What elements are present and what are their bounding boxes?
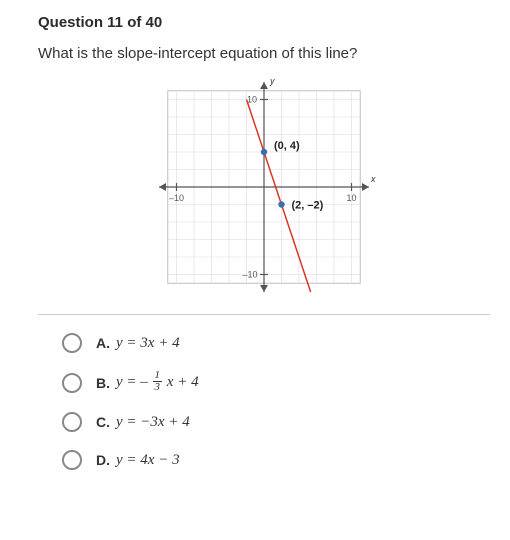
- option-equation: y = −3x + 4: [116, 414, 190, 431]
- radio-icon: [62, 450, 82, 470]
- option-b[interactable]: B. y = – 13 x + 4: [62, 371, 490, 394]
- svg-text:10: 10: [247, 95, 257, 105]
- option-equation: y = 4x − 3: [116, 452, 180, 469]
- option-c[interactable]: C. y = −3x + 4: [62, 412, 490, 432]
- question-prompt: What is the slope-intercept equation of …: [38, 45, 490, 62]
- coordinate-graph: –10 10 10 –10 x y (0, 4) (2, –2): [149, 72, 379, 302]
- option-d[interactable]: D. y = 4x − 3: [62, 450, 490, 470]
- option-equation: y = – 13 x + 4: [116, 371, 199, 394]
- svg-text:10: 10: [346, 193, 356, 203]
- option-letter: D.: [96, 452, 110, 468]
- option-equation: y = 3x + 4: [116, 335, 180, 352]
- option-a[interactable]: A. y = 3x + 4: [62, 333, 490, 353]
- svg-text:–10: –10: [242, 270, 257, 280]
- radio-icon: [62, 333, 82, 353]
- svg-text:x: x: [370, 174, 376, 184]
- radio-icon: [62, 412, 82, 432]
- option-letter: A.: [96, 335, 110, 351]
- question-number: Question 11 of 40: [38, 14, 490, 31]
- radio-icon: [62, 373, 82, 393]
- section-divider: [38, 314, 490, 315]
- option-letter: B.: [96, 375, 110, 391]
- svg-text:(0, 4): (0, 4): [274, 140, 300, 152]
- option-letter: C.: [96, 414, 110, 430]
- svg-text:(2, –2): (2, –2): [292, 200, 324, 212]
- answer-options: A. y = 3x + 4 B. y = – 13 x + 4 C. y = −…: [38, 333, 490, 470]
- svg-text:y: y: [269, 76, 275, 86]
- graph-container: –10 10 10 –10 x y (0, 4) (2, –2): [38, 72, 490, 302]
- svg-text:–10: –10: [169, 193, 184, 203]
